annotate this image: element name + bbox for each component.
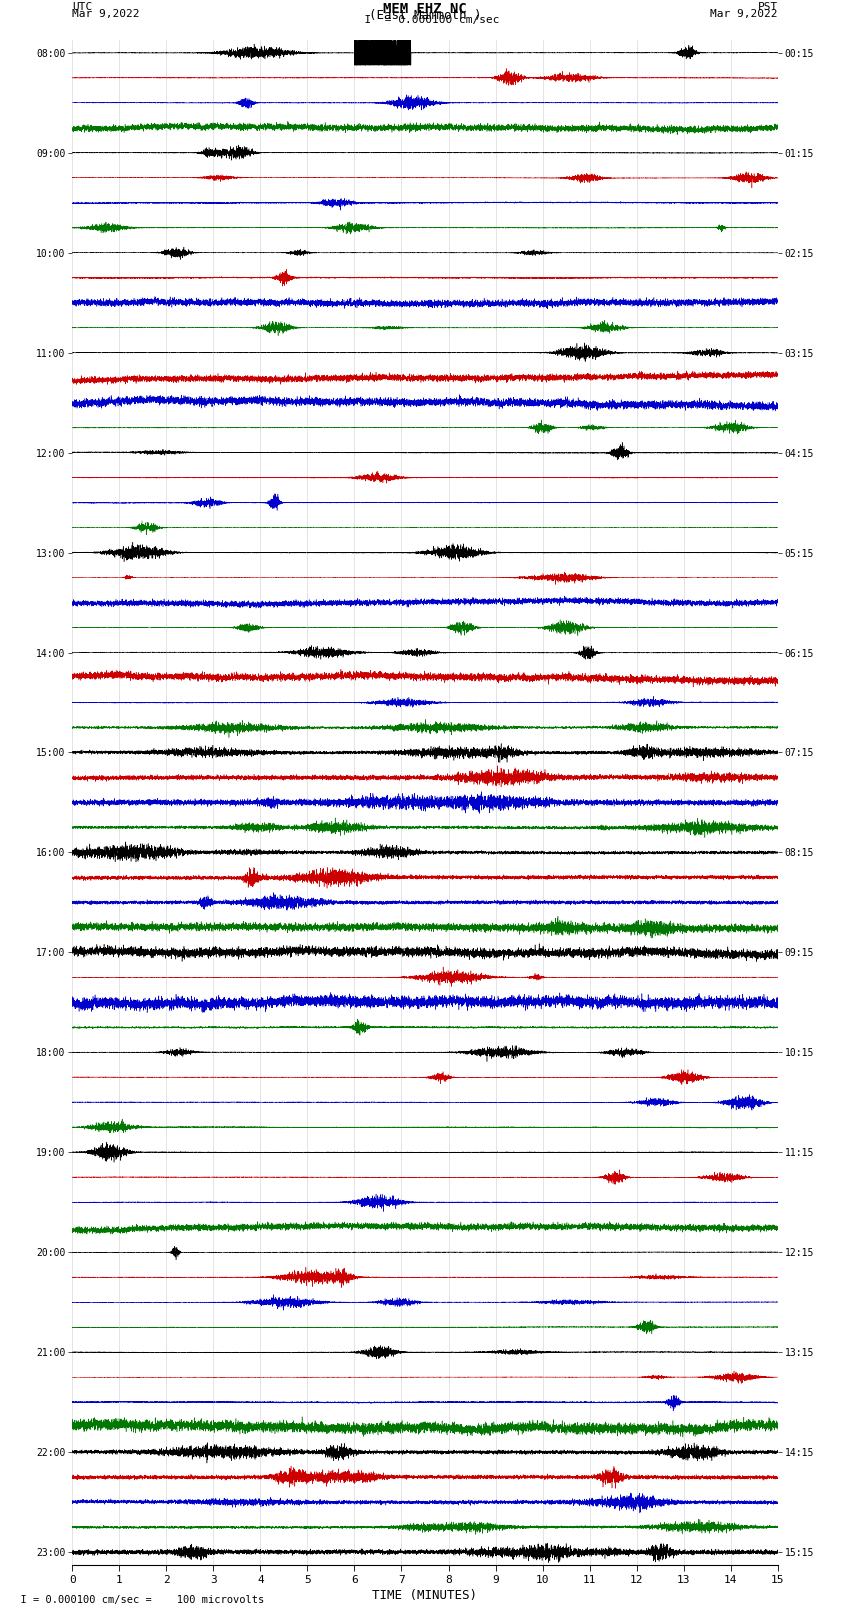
Text: Mar 9,2022: Mar 9,2022 [711, 10, 778, 19]
Text: I  = 0.000100 cm/sec: I = 0.000100 cm/sec [351, 16, 499, 26]
X-axis label: TIME (MINUTES): TIME (MINUTES) [372, 1589, 478, 1602]
Text: I = 0.000100 cm/sec =    100 microvolts: I = 0.000100 cm/sec = 100 microvolts [8, 1595, 264, 1605]
Text: MEM EHZ NC: MEM EHZ NC [383, 3, 467, 16]
Text: PST: PST [757, 3, 778, 13]
Text: Mar 9,2022: Mar 9,2022 [72, 10, 139, 19]
Text: (East Mammoth ): (East Mammoth ) [369, 10, 481, 23]
Text: UTC: UTC [72, 3, 93, 13]
